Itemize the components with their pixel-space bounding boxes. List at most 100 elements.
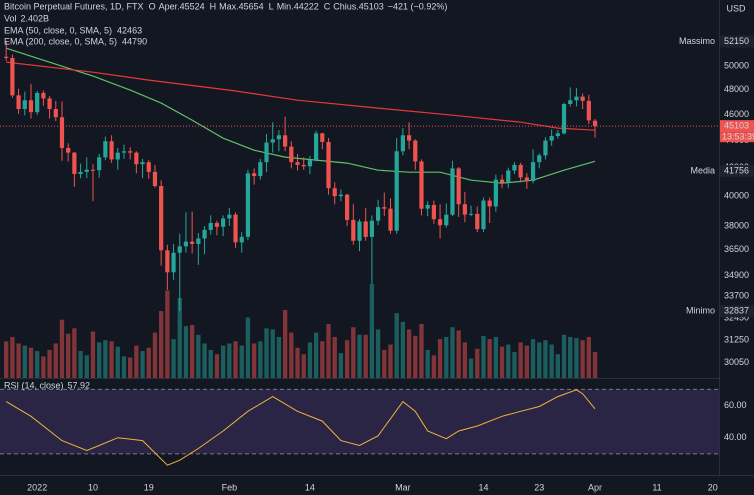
candle-body [252,173,257,177]
legend-text: 42463 [117,25,142,35]
volume-bar [419,324,424,378]
volume-bar [220,345,226,378]
tag-box [720,35,754,48]
volume-bar [524,345,530,378]
volume-bar [258,341,263,378]
candle-body [264,142,269,163]
candle-body [307,160,313,167]
volume-bar [28,347,34,378]
volume-bar [369,284,375,378]
candle-body [388,208,393,231]
volume-bar [487,339,492,378]
volume-bar [202,343,207,378]
legend-text: EMA (50, close, 0, SMA, 5) [4,25,112,35]
currency-label: USD [726,3,746,13]
candle-body [84,169,89,172]
volume-bar [109,341,114,378]
candle-body [437,219,443,226]
volume-bar [580,340,585,378]
y-tick-label: 31250 [724,334,749,344]
y-tick-label: 32450 [724,312,749,322]
y-tick-label: 38000 [724,220,749,230]
tag-label: Minimo [686,306,715,316]
volume-bar [227,343,232,378]
volume-bar [251,343,257,378]
candle-body [456,168,461,205]
volume-bar [53,343,58,378]
candle-body [276,135,282,140]
tag-label: Media [690,165,715,175]
volume-bar [171,339,176,378]
candle-body [369,220,375,237]
legend-text: Bitcoin Perpetual Futures, 1D, FTX [4,1,144,11]
volume-bar [146,347,151,378]
volume-bar [289,332,294,378]
volume-bar [388,344,393,378]
x-tick-label: 14 [478,482,488,492]
candle-body [41,92,46,99]
candle-body [140,162,145,165]
candle-body [444,214,449,226]
candle-body [450,168,455,215]
volume-bar [493,336,499,378]
volume-bar [177,298,182,378]
volume-bar [444,336,449,378]
countdown: 13:53:39 [722,132,754,142]
volume-bar [450,327,455,378]
candle-body [468,213,474,215]
candle-body [543,140,548,156]
volume-bar [295,347,300,378]
rsi-line [5,389,596,466]
candle-body [295,162,300,165]
volume-bar [574,338,579,378]
volume-bar [208,349,213,378]
legend-text: 44790 [122,36,147,46]
volume-bar [568,336,573,378]
volume-bar [47,349,52,378]
tag-box [720,120,754,133]
volume-bar [326,324,331,378]
volume-bar [363,334,368,378]
volume-bar [592,352,598,378]
volume-bar [382,349,387,378]
candle-body [245,173,251,237]
candle-body [363,221,368,237]
candle-body [47,98,52,109]
candle-body [506,170,511,183]
candle-body [128,151,133,153]
candle-body [214,222,220,227]
candle-body [35,92,40,113]
volume-bar [437,339,443,378]
candle-body [109,141,114,160]
candle-body [97,157,102,171]
volume-bar [468,358,474,378]
volume-bar [394,313,399,378]
candle-body [28,100,34,113]
candle-body [524,177,529,182]
candle-body [487,200,492,207]
x-tick-label: Apr [588,482,602,492]
tag-box [720,305,754,318]
volume-bar [4,341,9,378]
legend-text: 2.402B [21,13,50,23]
candle-body [351,219,356,241]
candle-body [375,207,381,221]
candle-body [530,162,536,182]
volume-bar [462,342,468,378]
candle-body [549,135,554,141]
x-tick-label: 19 [144,482,154,492]
y-tick-label: 40000 [724,191,749,201]
volume-bar [59,319,65,378]
volume-bar [97,342,102,378]
candle-body [568,100,573,104]
tag-label-box [676,305,718,318]
volume-bar [431,355,437,378]
legend-text: 57.92 [68,380,91,390]
candle-body [326,141,331,189]
legend-text: −421 (−0.92%) [388,1,448,11]
legend-text: L [269,1,274,11]
volume-bar [35,351,40,378]
legend-text: Chius. [333,1,359,11]
legend-text: RSI (14, close) [4,380,64,390]
candle-body [493,179,498,207]
